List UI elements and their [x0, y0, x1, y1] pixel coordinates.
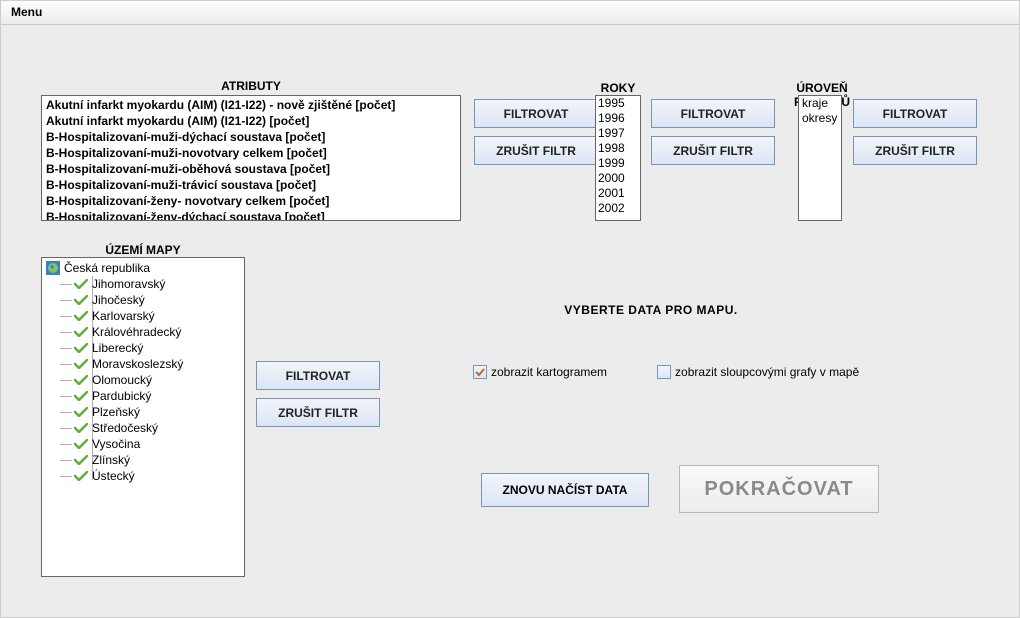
- display-options: zobrazit kartogramem zobrazit sloupcovým…: [473, 365, 859, 379]
- regionu-clear-button[interactable]: ZRUŠIT FILTR: [853, 136, 977, 165]
- list-item[interactable]: B-Hospitalizovaní-muži-novotvary celkem …: [45, 145, 457, 161]
- tree-item[interactable]: Jihočeský: [74, 292, 240, 308]
- tree-item-label: Jihomoravský: [92, 276, 165, 292]
- tree-root[interactable]: Česká republika: [46, 260, 240, 276]
- check-icon: [74, 279, 88, 289]
- list-item[interactable]: Akutní infarkt myokardu (AIM) (I21-I22) …: [45, 113, 457, 129]
- roky-buttons: FILTROVAT ZRUŠIT FILTR: [651, 99, 775, 165]
- list-item[interactable]: B-Hospitalizovaní-muži-trávicí soustava …: [45, 177, 457, 193]
- atributy-section: ATRIBUTY Akutní infarkt myokardu (AIM) (…: [41, 79, 461, 221]
- tree-item-label: Plzeňský: [92, 404, 140, 420]
- uzemi-tree[interactable]: Česká republika JihomoravskýJihočeskýKar…: [41, 257, 245, 577]
- list-item[interactable]: okresy: [799, 111, 841, 126]
- menu-bar[interactable]: Menu: [1, 1, 1019, 25]
- tree-item[interactable]: Královéhradecký: [74, 324, 240, 340]
- sloupce-label: zobrazit sloupcovými grafy v mapě: [675, 365, 859, 379]
- tree-item[interactable]: Karlovarský: [74, 308, 240, 324]
- tree-item-label: Karlovarský: [92, 308, 155, 324]
- tree-item-label: Zlínský: [92, 452, 130, 468]
- check-icon: [74, 295, 88, 305]
- reload-button-wrap: ZNOVU NAČÍST DATA: [481, 473, 649, 507]
- list-item[interactable]: B-Hospitalizovaní-ženy- novotvary celkem…: [45, 193, 457, 209]
- tree-item-label: Jihočeský: [92, 292, 145, 308]
- menu-label[interactable]: Menu: [11, 5, 42, 19]
- list-item[interactable]: 1996: [596, 111, 640, 126]
- regionu-buttons: FILTROVAT ZRUŠIT FILTR: [853, 99, 977, 165]
- list-item[interactable]: 1997: [596, 126, 640, 141]
- tree-item[interactable]: Plzeňský: [74, 404, 240, 420]
- tree-item-label: Ústecký: [92, 468, 135, 484]
- tree-item-label: Středočeský: [92, 420, 158, 436]
- tree-item-label: Olomoucký: [92, 372, 152, 388]
- uzemi-title: ÚZEMÍ MAPY: [41, 243, 245, 257]
- list-item[interactable]: B-Hospitalizovaní-muži-oběhová soustava …: [45, 161, 457, 177]
- tree-item[interactable]: Pardubický: [74, 388, 240, 404]
- atributy-clear-button[interactable]: ZRUŠIT FILTR: [474, 136, 598, 165]
- tree-item[interactable]: Liberecký: [74, 340, 240, 356]
- tree-item[interactable]: Moravskoslezský: [74, 356, 240, 372]
- roky-title: ROKY: [595, 81, 641, 95]
- list-item[interactable]: 1999: [596, 156, 640, 171]
- tree-item[interactable]: Olomoucký: [74, 372, 240, 388]
- globe-icon: [46, 261, 60, 275]
- check-icon: [74, 423, 88, 433]
- check-icon: [74, 359, 88, 369]
- tree-item-label: Pardubický: [92, 388, 151, 404]
- uzemi-clear-button[interactable]: ZRUŠIT FILTR: [256, 398, 380, 427]
- roky-filter-button[interactable]: FILTROVAT: [651, 99, 775, 128]
- regionu-filter-button[interactable]: FILTROVAT: [853, 99, 977, 128]
- tree-root-label: Česká republika: [64, 260, 150, 276]
- roky-listbox[interactable]: 19951996199719981999200020012002: [595, 95, 641, 221]
- sloupce-box[interactable]: [657, 365, 671, 379]
- tree-item[interactable]: Ústecký: [74, 468, 240, 484]
- check-icon: [74, 471, 88, 481]
- atributy-buttons: FILTROVAT ZRUŠIT FILTR: [474, 99, 598, 165]
- tree-item-label: Moravskoslezský: [92, 356, 183, 372]
- atributy-filter-button[interactable]: FILTROVAT: [474, 99, 598, 128]
- check-icon: [74, 407, 88, 417]
- kartogram-box[interactable]: [473, 365, 487, 379]
- tree-item[interactable]: Vysočina: [74, 436, 240, 452]
- check-icon: [74, 327, 88, 337]
- check-icon: [74, 375, 88, 385]
- atributy-title: ATRIBUTY: [41, 79, 461, 93]
- list-item[interactable]: 1998: [596, 141, 640, 156]
- kartogram-label: zobrazit kartogramem: [491, 365, 607, 379]
- tree-item[interactable]: Zlínský: [74, 452, 240, 468]
- tree-children: JihomoravskýJihočeskýKarlovarskýKrálovéh…: [74, 276, 240, 484]
- reload-button[interactable]: ZNOVU NAČÍST DATA: [481, 473, 649, 507]
- list-item[interactable]: kraje: [799, 96, 841, 111]
- tree-item[interactable]: Středočeský: [74, 420, 240, 436]
- list-item[interactable]: 2000: [596, 171, 640, 186]
- check-icon: [74, 439, 88, 449]
- list-item[interactable]: 1995: [596, 96, 640, 111]
- list-item[interactable]: B-Hospitalizovaní-muži-dýchací soustava …: [45, 129, 457, 145]
- kartogram-checkbox[interactable]: zobrazit kartogramem: [473, 365, 607, 379]
- continue-button-wrap: POKRAČOVAT: [679, 465, 879, 513]
- list-item[interactable]: B-Hospitalizovaní-ženy-dýchací soustava …: [45, 209, 457, 221]
- atributy-listbox[interactable]: Akutní infarkt myokardu (AIM) (I21-I22) …: [41, 95, 461, 221]
- check-icon: [74, 311, 88, 321]
- tree-item[interactable]: Jihomoravský: [74, 276, 240, 292]
- list-item[interactable]: 2002: [596, 201, 640, 216]
- sloupce-checkbox[interactable]: zobrazit sloupcovými grafy v mapě: [657, 365, 859, 379]
- center-instruction: VYBERTE DATA PRO MAPU.: [471, 303, 831, 317]
- app-window: Menu ATRIBUTY Akutní infarkt myokardu (A…: [0, 0, 1020, 618]
- check-icon: [74, 343, 88, 353]
- list-item[interactable]: Akutní infarkt myokardu (AIM) (I21-I22) …: [45, 97, 457, 113]
- tree-item-label: Liberecký: [92, 340, 143, 356]
- list-item[interactable]: 2001: [596, 186, 640, 201]
- uzemi-filter-button[interactable]: FILTROVAT: [256, 361, 380, 390]
- check-icon: [475, 367, 485, 377]
- check-icon: [74, 455, 88, 465]
- uzemi-buttons: FILTROVAT ZRUŠIT FILTR: [256, 361, 380, 427]
- roky-clear-button[interactable]: ZRUŠIT FILTR: [651, 136, 775, 165]
- continue-button[interactable]: POKRAČOVAT: [679, 465, 879, 513]
- tree-item-label: Vysočina: [92, 436, 140, 452]
- check-icon: [74, 391, 88, 401]
- content-area: ATRIBUTY Akutní infarkt myokardu (AIM) (…: [1, 25, 1019, 617]
- regionu-listbox[interactable]: krajeokresy: [798, 95, 842, 221]
- tree-item-label: Královéhradecký: [92, 324, 181, 340]
